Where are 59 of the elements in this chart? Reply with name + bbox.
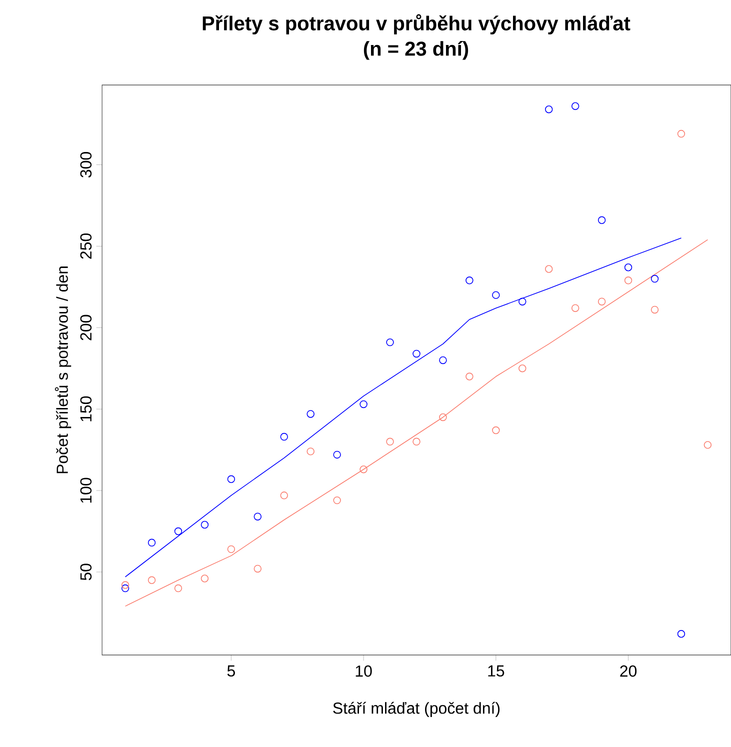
point bbox=[492, 291, 500, 299]
point bbox=[650, 306, 658, 314]
y-tick-label: 50 bbox=[80, 564, 92, 580]
x-tick-label: 15 bbox=[488, 665, 504, 677]
point bbox=[386, 338, 394, 346]
point bbox=[518, 364, 526, 372]
point bbox=[306, 448, 314, 456]
y-tick-label: 100 bbox=[80, 478, 92, 503]
x-tick-label: 20 bbox=[620, 665, 636, 677]
point bbox=[333, 450, 341, 459]
x-tick-label: 5 bbox=[227, 665, 235, 677]
y-tick-label: 300 bbox=[80, 152, 92, 178]
y-tick-label: 200 bbox=[80, 314, 92, 340]
point bbox=[121, 581, 130, 589]
chart-subtitle: (n = 23 dní) bbox=[364, 40, 468, 60]
point bbox=[306, 410, 314, 418]
point bbox=[174, 527, 182, 536]
point bbox=[360, 400, 368, 408]
point bbox=[438, 413, 447, 422]
point bbox=[412, 350, 420, 358]
point bbox=[333, 496, 341, 504]
point bbox=[598, 298, 606, 306]
point bbox=[492, 426, 500, 434]
point bbox=[386, 438, 394, 446]
point bbox=[254, 512, 262, 520]
point bbox=[174, 584, 182, 592]
point bbox=[598, 216, 606, 224]
x-axis-title: Stáří mláďat (počet dní) bbox=[333, 702, 500, 717]
point bbox=[465, 372, 474, 380]
point bbox=[148, 538, 156, 547]
point bbox=[650, 274, 658, 283]
point bbox=[677, 130, 685, 138]
point bbox=[254, 564, 262, 573]
point bbox=[200, 520, 208, 529]
y-tick-label: 150 bbox=[80, 396, 92, 422]
point bbox=[465, 276, 474, 284]
point bbox=[200, 574, 208, 582]
point bbox=[227, 545, 235, 554]
y-tick-label: 250 bbox=[80, 233, 92, 259]
point bbox=[677, 630, 685, 638]
point bbox=[360, 465, 368, 474]
point bbox=[544, 106, 553, 114]
point bbox=[280, 492, 288, 500]
point bbox=[624, 264, 632, 272]
point bbox=[438, 356, 447, 364]
point bbox=[544, 265, 553, 273]
point bbox=[148, 576, 156, 584]
point bbox=[280, 432, 288, 441]
point bbox=[571, 102, 580, 110]
point bbox=[121, 584, 130, 592]
y-axis-title: Počet příletů s potravou / den bbox=[54, 266, 71, 474]
point bbox=[412, 438, 420, 446]
point bbox=[518, 298, 526, 306]
point bbox=[227, 475, 235, 483]
chart-title: Přílety s potravou v průběhu výchovy mláďat bbox=[202, 14, 630, 34]
point bbox=[571, 304, 580, 312]
x-tick-label: 10 bbox=[356, 665, 372, 677]
point bbox=[704, 441, 712, 449]
point bbox=[624, 276, 632, 284]
